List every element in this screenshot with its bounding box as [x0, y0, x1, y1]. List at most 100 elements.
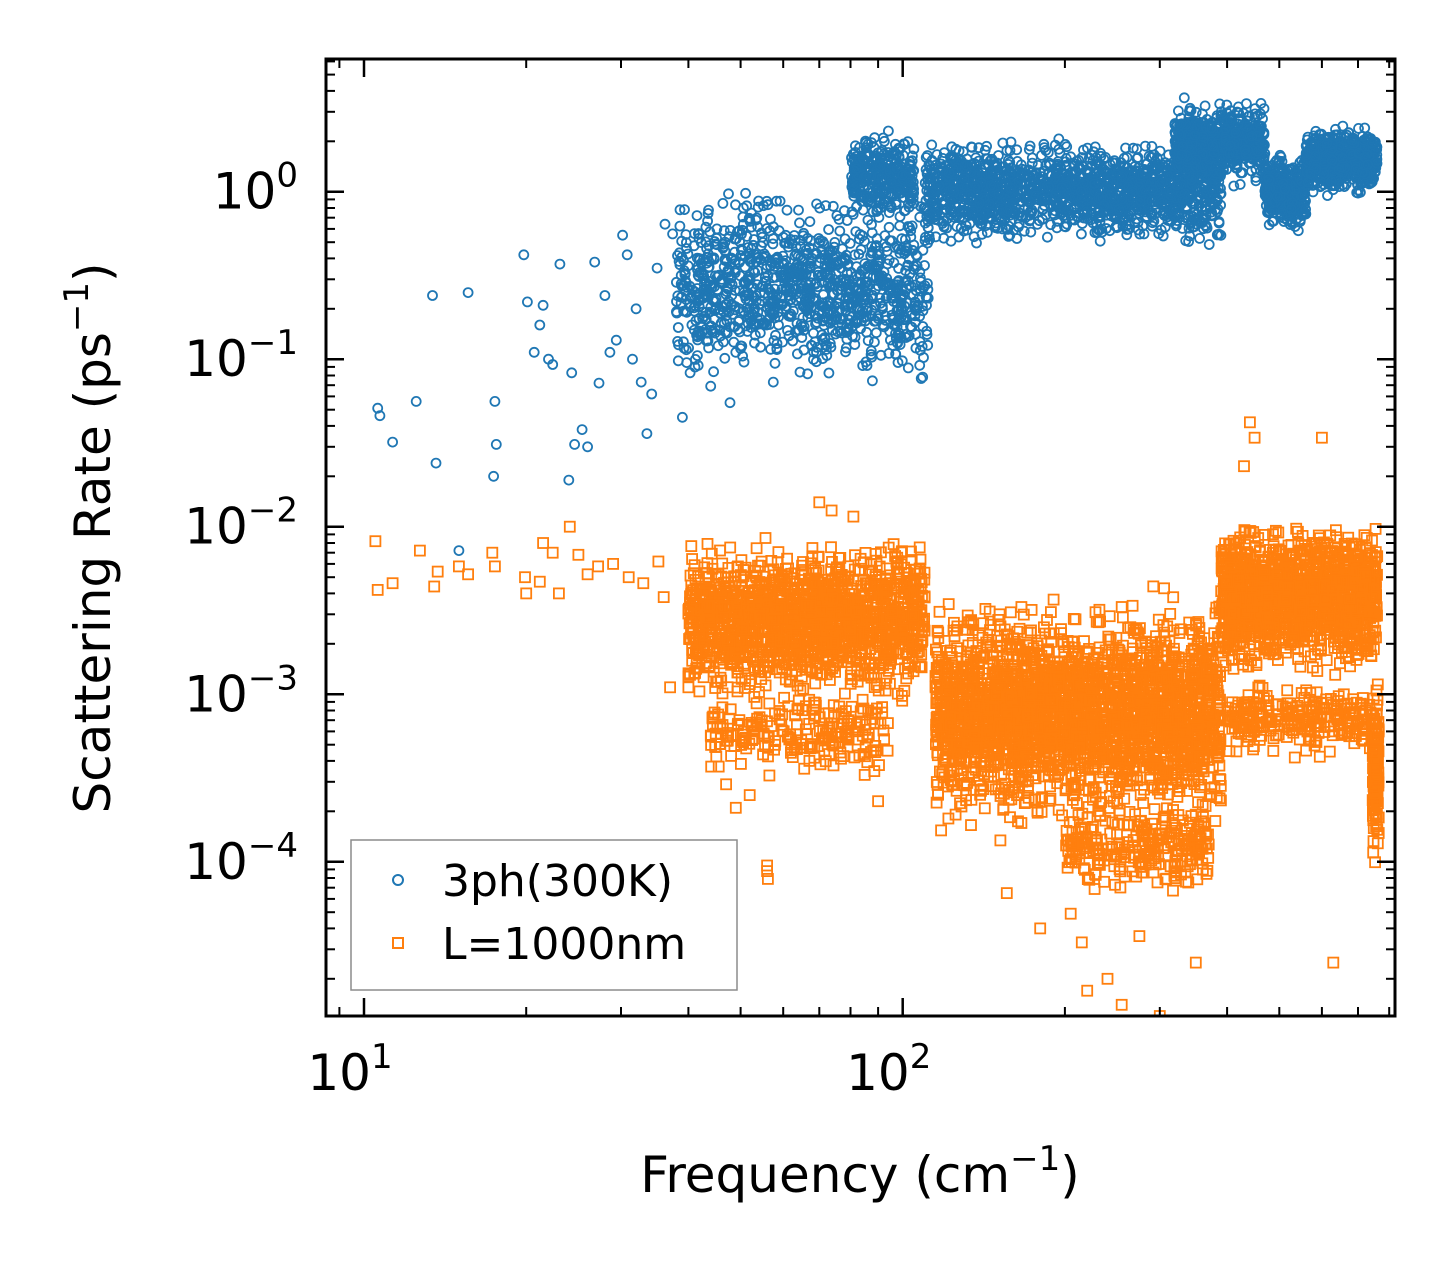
data-point [740, 187, 751, 199]
data-point [672, 250, 683, 262]
data-point [677, 411, 688, 423]
data-point [621, 249, 633, 261]
data-point [767, 238, 779, 250]
data-point [795, 241, 807, 252]
data-point [895, 297, 907, 309]
data-point [729, 246, 741, 258]
data-point [744, 214, 756, 226]
data-point [769, 357, 781, 369]
data-point [659, 218, 671, 230]
data-point [825, 259, 836, 271]
data-point [646, 388, 658, 400]
data-point [702, 335, 714, 347]
data-point [917, 244, 929, 256]
data-point [787, 296, 799, 308]
data-point [617, 229, 628, 241]
data-point [860, 356, 872, 368]
data-point [910, 297, 921, 308]
data-point [910, 285, 922, 297]
data-point [1241, 98, 1252, 109]
data-point [812, 312, 824, 324]
data-point [792, 348, 803, 360]
data-point [802, 284, 814, 296]
data-point [800, 303, 812, 315]
series-1 [369, 416, 1385, 1016]
data-point [704, 306, 716, 318]
data-point [703, 204, 714, 216]
data-point [841, 249, 852, 261]
data-point [816, 329, 828, 341]
data-point [902, 362, 914, 374]
data-point [819, 332, 831, 343]
data-point [914, 266, 926, 278]
data-point [430, 457, 442, 469]
data-point [751, 312, 763, 324]
data-point [914, 359, 926, 371]
data-point [870, 271, 882, 283]
data-point [838, 277, 850, 289]
data-point [834, 225, 846, 237]
data-point [708, 366, 719, 378]
data-point [671, 307, 683, 319]
data-point [830, 328, 841, 340]
data-point [691, 210, 703, 222]
data-point [922, 339, 934, 351]
data-point [537, 299, 549, 311]
data-point [752, 306, 764, 318]
data-point [676, 235, 688, 247]
data-point [534, 319, 546, 331]
data-point [794, 366, 806, 378]
data-point [921, 291, 933, 303]
data-point [686, 553, 698, 565]
data-point [823, 224, 834, 235]
data-point [1203, 239, 1215, 250]
data-point [387, 436, 399, 448]
data-point [674, 247, 685, 259]
series-0 [372, 92, 1383, 556]
data-point [678, 342, 690, 354]
data-point [692, 264, 703, 276]
data-point [702, 215, 713, 227]
data-point [832, 297, 844, 309]
data-point [667, 228, 678, 240]
data-point [518, 249, 530, 261]
data-point [690, 353, 701, 365]
data-point [922, 284, 934, 295]
data-point [750, 290, 762, 302]
data-point [915, 373, 927, 384]
data-point [713, 269, 725, 281]
data-point [726, 299, 738, 311]
data-point [816, 244, 827, 256]
data-point [599, 290, 611, 301]
data-point [721, 315, 733, 327]
data-point [914, 310, 925, 322]
data-point [488, 470, 500, 482]
data-point [1194, 232, 1205, 244]
data-point [682, 260, 694, 272]
data-point [554, 258, 566, 270]
data-point [839, 205, 850, 217]
data-point [672, 355, 684, 367]
data-point [901, 283, 913, 294]
data-point [883, 207, 895, 219]
data-point [810, 318, 821, 330]
data-point [843, 314, 855, 326]
data-point [1139, 140, 1151, 152]
data-point [844, 237, 856, 249]
data-point [814, 256, 826, 268]
data-point [820, 200, 832, 212]
data-point [736, 245, 748, 257]
data-point [718, 336, 729, 348]
data-point [719, 352, 731, 364]
data-point [826, 315, 838, 326]
data-point [714, 304, 726, 316]
data-point [697, 306, 709, 318]
data-point [689, 228, 700, 240]
data-point [833, 292, 845, 304]
data-point [854, 228, 866, 240]
data-point [874, 274, 885, 286]
data-point [672, 335, 683, 347]
data-point [865, 250, 877, 262]
data-point [522, 296, 533, 308]
data-point [635, 376, 647, 388]
